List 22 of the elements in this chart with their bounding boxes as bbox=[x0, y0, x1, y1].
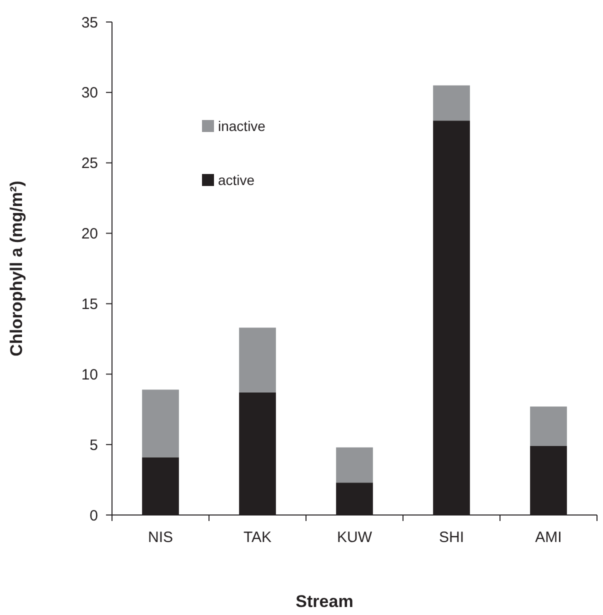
x-tick-label: SHI bbox=[438, 529, 464, 546]
y-tick-label: 35 bbox=[81, 14, 98, 32]
y-tick-label: 10 bbox=[81, 366, 98, 384]
bar bbox=[239, 328, 276, 392]
x-tick-label: TAK bbox=[243, 529, 272, 546]
x-tick-label: KUW bbox=[337, 529, 373, 546]
y-tick-label: 25 bbox=[81, 155, 98, 172]
y-tick-label: 20 bbox=[81, 226, 98, 243]
y-tick-label: 15 bbox=[81, 296, 98, 313]
bar bbox=[336, 447, 373, 483]
x-axis-title: Stream bbox=[296, 592, 354, 611]
y-tick-label: 30 bbox=[81, 84, 98, 102]
y-tick-label: 0 bbox=[90, 507, 98, 524]
x-tick-label: NIS bbox=[148, 529, 174, 546]
bar bbox=[530, 406, 567, 446]
bar bbox=[142, 390, 179, 458]
x-tick-label: AMI bbox=[535, 529, 562, 546]
legend-label: inactive bbox=[218, 118, 266, 134]
y-tick-label: 5 bbox=[90, 436, 98, 454]
bar bbox=[433, 85, 470, 121]
y-axis-title: Chlorophyll a (mg/m²) bbox=[7, 180, 26, 356]
legend-label: active bbox=[218, 172, 255, 188]
